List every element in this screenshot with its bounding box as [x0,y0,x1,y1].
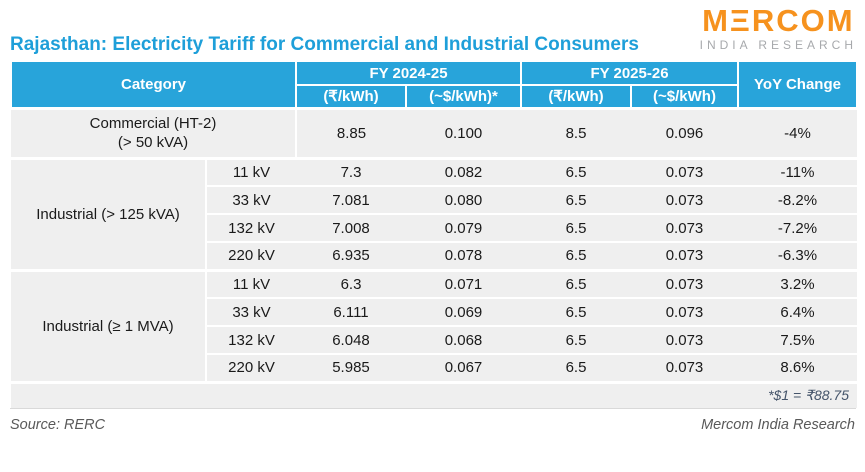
value-cell: 0.079 [406,213,521,242]
table-row: 33 kV 7.081 0.080 6.5 0.073 -8.2% [11,185,857,214]
header-fy1-inr: (₹/kWh) [295,84,407,109]
yoy-cell: -7.2% [738,213,857,242]
value-cell: 6.5 [521,353,631,382]
table-body: Commercial (HT-2) (> 50 kVA) 8.85 0.100 … [11,106,857,408]
value-cell: 0.068 [406,325,521,354]
voltage-cell: 11 kV [206,268,296,298]
value-cell: 6.5 [521,297,631,326]
value-cell: 0.071 [406,268,521,298]
header-fy2-usd: (~$/kWh) [630,84,739,109]
value-cell: 6.5 [521,241,631,270]
voltage-cell: 220 kV [206,241,296,270]
value-cell: 0.073 [631,156,738,186]
table-row: 132 kV 7.008 0.079 6.5 0.073 -7.2% [11,213,857,242]
table-row: Commercial (HT-2) (> 50 kVA) 8.85 0.100 … [11,106,857,158]
value-cell: 6.5 [521,185,631,214]
value-cell: 0.073 [631,268,738,298]
value-cell: 7.081 [296,185,406,214]
value-cell: 0.073 [631,353,738,382]
table-row: 220 kV 6.935 0.078 6.5 0.073 -6.3% [11,241,857,270]
logo-letter-m: M [702,3,730,38]
mercom-logo: MΞRCOM INDIA RESEARCH [699,3,857,52]
value-cell: 6.5 [521,268,631,298]
value-cell: 0.067 [406,353,521,382]
value-cell: 6.5 [521,213,631,242]
yoy-cell: -8.2% [738,185,857,214]
value-cell: 0.078 [406,241,521,270]
value-cell: 0.073 [631,325,738,354]
stylized-e-icon: Ξ [729,3,752,38]
value-cell: 8.5 [521,106,631,158]
category-label-line1: Commercial (HT-2) [89,115,217,132]
logo-subtitle: INDIA RESEARCH [699,38,857,52]
source-label: Source: RERC [10,417,106,433]
table-row: 132 kV 6.048 0.068 6.5 0.073 7.5% [11,325,857,354]
value-cell: 7.3 [296,156,406,186]
value-cell: 6.5 [521,156,631,186]
header-category: Category [10,60,297,109]
value-cell: 7.008 [296,213,406,242]
category-cell-commercial: Commercial (HT-2) (> 50 kVA) [11,106,297,158]
value-cell: 0.073 [631,185,738,214]
table-header: Category FY 2024-25 FY 2025-26 YoY Chang… [10,60,858,109]
value-cell: 0.073 [631,241,738,270]
yoy-cell: -4% [738,106,857,158]
value-cell: 0.100 [406,106,521,158]
value-cell: 6.935 [296,241,406,270]
voltage-cell: 33 kV [206,185,296,214]
header-fy-2024-25: FY 2024-25 [295,60,522,86]
yoy-cell: -6.3% [738,241,857,270]
value-cell: 6.048 [296,325,406,354]
header-yoy-change: YoY Change [737,60,858,109]
header-fy2-inr: (₹/kWh) [520,84,632,109]
yoy-cell: -11% [738,156,857,186]
top-bar: Rajasthan: Electricity Tariff for Commer… [0,0,865,58]
yoy-cell: 7.5% [738,325,857,354]
value-cell: 0.080 [406,185,521,214]
voltage-cell: 132 kV [206,213,296,242]
credit-label: Mercom India Research [701,417,855,433]
value-cell: 8.85 [296,106,406,158]
value-cell: 5.985 [296,353,406,382]
value-cell: 0.073 [631,213,738,242]
table-row: *$1 = ₹88.75 [11,380,857,408]
category-cell-industrial-1mva: Industrial (≥ 1 MVA) [11,268,207,382]
voltage-cell: 33 kV [206,297,296,326]
table-row: Industrial (> 125 kVA) 11 kV 7.3 0.082 6… [11,156,857,270]
voltage-cell: 220 kV [206,353,296,382]
tariff-table-wrap: Category FY 2024-25 FY 2025-26 YoY Chang… [10,60,858,409]
voltage-cell: 132 kV [206,325,296,354]
value-cell: 0.082 [406,156,521,186]
yoy-cell: 6.4% [738,297,857,326]
exchange-rate-note: *$1 = ₹88.75 [11,380,857,408]
logo-letters-rcom: RCOM [751,3,855,38]
value-cell: 0.073 [631,297,738,326]
value-cell: 6.5 [521,325,631,354]
table-row: Industrial (≥ 1 MVA) 11 kV 6.3 0.071 6.5… [11,268,857,382]
value-cell: 0.096 [631,106,738,158]
voltage-cell: 11 kV [206,156,296,186]
page-title: Rajasthan: Electricity Tariff for Commer… [10,34,639,55]
footer: Source: RERC Mercom India Research [10,417,855,433]
value-cell: 6.3 [296,268,406,298]
header-fy-2025-26: FY 2025-26 [520,60,739,86]
table-row: 33 kV 6.111 0.069 6.5 0.073 6.4% [11,297,857,326]
header-fy1-usd: (~$/kWh)* [405,84,522,109]
yoy-cell: 3.2% [738,268,857,298]
value-cell: 0.069 [406,297,521,326]
table-row: 220 kV 5.985 0.067 6.5 0.073 8.6% [11,353,857,382]
mercom-wordmark: MΞRCOM [700,3,857,38]
category-label-line2: (> 50 kVA) [117,134,189,151]
tariff-table: Category FY 2024-25 FY 2025-26 YoY Chang… [10,60,858,408]
category-cell-industrial-125: Industrial (> 125 kVA) [11,156,207,270]
value-cell: 6.111 [296,297,406,326]
yoy-cell: 8.6% [738,353,857,382]
